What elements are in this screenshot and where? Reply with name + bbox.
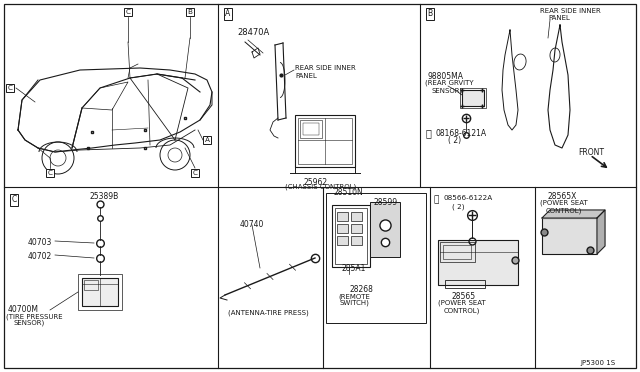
Bar bbox=[462, 90, 484, 106]
Polygon shape bbox=[542, 210, 605, 218]
Text: (POWER SEAT: (POWER SEAT bbox=[438, 300, 486, 307]
Text: 40700M: 40700M bbox=[8, 305, 39, 314]
Bar bbox=[303, 123, 319, 135]
Text: SENSOR): SENSOR) bbox=[431, 88, 462, 94]
Text: 25389B: 25389B bbox=[90, 192, 119, 201]
Bar bbox=[335, 208, 367, 264]
Text: 28565X: 28565X bbox=[548, 192, 577, 201]
Bar bbox=[337, 212, 348, 221]
Bar bbox=[337, 236, 348, 245]
Bar bbox=[326, 193, 426, 323]
Text: Ⓢ: Ⓢ bbox=[434, 195, 440, 204]
Text: 28510N: 28510N bbox=[334, 188, 364, 197]
Text: 08168-6121A: 08168-6121A bbox=[436, 129, 487, 138]
Text: PANEL: PANEL bbox=[295, 73, 317, 79]
Bar bbox=[351, 236, 362, 245]
Bar bbox=[298, 118, 352, 164]
Text: 28599: 28599 bbox=[373, 198, 397, 207]
Bar bbox=[332, 205, 370, 267]
Bar bbox=[542, 218, 597, 254]
Text: PANEL: PANEL bbox=[548, 15, 570, 21]
Bar bbox=[295, 115, 355, 167]
Bar bbox=[443, 245, 471, 259]
Bar bbox=[78, 274, 122, 310]
Bar bbox=[438, 240, 518, 285]
Text: 28268: 28268 bbox=[349, 285, 373, 294]
Text: A: A bbox=[225, 10, 230, 19]
Polygon shape bbox=[597, 210, 605, 254]
Text: B: B bbox=[428, 10, 433, 19]
Text: (CHASSIS CONTROL): (CHASSIS CONTROL) bbox=[285, 184, 356, 190]
Text: A: A bbox=[205, 137, 209, 143]
Text: C: C bbox=[12, 196, 17, 205]
Text: REAR SIDE INNER: REAR SIDE INNER bbox=[540, 8, 601, 14]
Text: (TIRE PRESSURE: (TIRE PRESSURE bbox=[6, 313, 63, 320]
Text: JP5300 1S: JP5300 1S bbox=[580, 360, 615, 366]
Text: SWITCH): SWITCH) bbox=[340, 300, 370, 307]
Bar bbox=[460, 88, 486, 108]
Text: 28565: 28565 bbox=[452, 292, 476, 301]
Text: Ⓑ: Ⓑ bbox=[425, 128, 431, 138]
Text: (REAR GRVITY: (REAR GRVITY bbox=[425, 80, 474, 87]
Text: CONTROL): CONTROL) bbox=[546, 207, 582, 214]
Bar bbox=[351, 212, 362, 221]
Text: B: B bbox=[188, 9, 193, 15]
Text: 285A1: 285A1 bbox=[342, 264, 366, 273]
Text: REAR SIDE INNER: REAR SIDE INNER bbox=[295, 65, 356, 71]
Text: FRONT: FRONT bbox=[578, 148, 604, 157]
Text: ( 2): ( 2) bbox=[452, 203, 465, 209]
Text: 98805MA: 98805MA bbox=[428, 72, 464, 81]
Text: 40702: 40702 bbox=[28, 252, 52, 261]
Bar bbox=[300, 120, 322, 138]
Text: SENSOR): SENSOR) bbox=[14, 320, 45, 327]
Text: (ANTENNA-TIRE PRESS): (ANTENNA-TIRE PRESS) bbox=[228, 310, 308, 317]
Bar bbox=[82, 278, 118, 306]
Text: CONTROL): CONTROL) bbox=[444, 307, 481, 314]
Bar bbox=[351, 224, 362, 233]
Text: (POWER SEAT: (POWER SEAT bbox=[540, 200, 588, 206]
Bar bbox=[445, 280, 485, 288]
Text: C: C bbox=[125, 9, 131, 15]
Text: 40703: 40703 bbox=[28, 238, 52, 247]
Text: 25962: 25962 bbox=[303, 178, 327, 187]
Text: 28470A: 28470A bbox=[237, 28, 269, 37]
Text: C: C bbox=[47, 170, 52, 176]
Bar bbox=[440, 242, 475, 262]
Text: 08566-6122A: 08566-6122A bbox=[444, 195, 493, 201]
Text: 40740: 40740 bbox=[240, 220, 264, 229]
Bar bbox=[337, 224, 348, 233]
Bar bbox=[84, 280, 98, 290]
Text: C: C bbox=[193, 170, 198, 176]
Text: ( 2): ( 2) bbox=[448, 136, 461, 145]
Text: C: C bbox=[8, 85, 13, 91]
Text: (REMOTE: (REMOTE bbox=[338, 293, 370, 299]
Bar bbox=[370, 202, 400, 257]
